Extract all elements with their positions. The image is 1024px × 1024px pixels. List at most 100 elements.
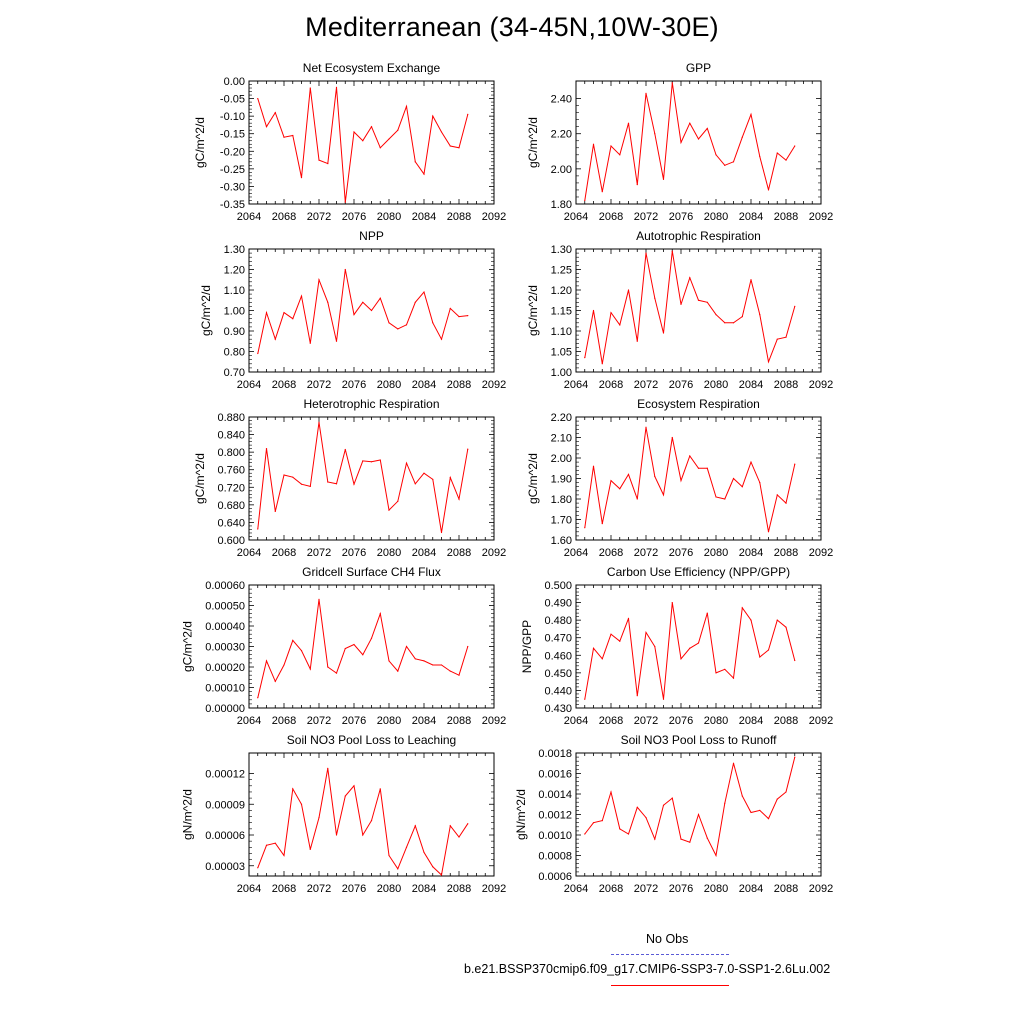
data-point xyxy=(265,126,268,128)
data-point xyxy=(697,138,700,140)
x-tick-label: 2072 xyxy=(307,715,331,727)
y-tick-label: 0.00012 xyxy=(205,769,245,781)
data-point xyxy=(767,649,770,651)
data-point xyxy=(257,697,259,699)
data-point xyxy=(309,87,311,89)
y-tick-label: 1.60 xyxy=(551,535,572,547)
data-point xyxy=(689,122,691,124)
x-tick-label: 2068 xyxy=(599,211,623,223)
y-tick-label: 0.680 xyxy=(217,500,245,512)
data-point xyxy=(370,820,373,822)
data-point xyxy=(292,476,294,478)
y-axis-label: gN/m^2/d xyxy=(181,789,195,840)
data-point xyxy=(689,647,691,649)
chart-panel-2: GPP 2064 2068 2072 2076 2080 2084 2088 2092 1.80 2… xyxy=(526,61,833,223)
data-point xyxy=(636,806,638,808)
data-point xyxy=(680,141,682,144)
chart-panel-7: Gridcell Surface CH4 Flux 2064 2068 2072 207… xyxy=(181,565,507,727)
x-tick-label: 2080 xyxy=(704,547,728,559)
data-point xyxy=(776,152,778,154)
x-tick-label: 2088 xyxy=(447,379,471,391)
x-tick-label: 2064 xyxy=(237,547,261,559)
data-point xyxy=(309,342,311,344)
y-tick-label: 1.70 xyxy=(551,515,572,527)
y-tick-label: 0.00060 xyxy=(205,580,245,592)
data-point xyxy=(645,92,647,94)
data-point xyxy=(440,874,443,876)
data-point xyxy=(292,639,294,641)
data-point xyxy=(405,645,408,648)
data-point xyxy=(432,115,434,117)
data-point xyxy=(467,645,469,648)
data-point xyxy=(300,803,303,805)
data-point xyxy=(327,666,329,668)
data-point xyxy=(750,461,752,463)
data-point xyxy=(458,674,460,676)
data-point xyxy=(741,795,743,797)
plot-frame xyxy=(248,584,495,709)
data-point xyxy=(397,328,399,330)
data-point xyxy=(715,854,717,857)
x-tick-label: 2076 xyxy=(669,547,693,559)
y-tick-label: 0.00 xyxy=(224,76,245,88)
data-point xyxy=(706,612,708,614)
y-tick-label: 0.00000 xyxy=(205,703,245,715)
data-point xyxy=(335,834,338,836)
data-point xyxy=(715,154,717,156)
data-point xyxy=(767,531,770,533)
data-point xyxy=(601,363,603,365)
data-point xyxy=(327,162,329,165)
data-point xyxy=(732,762,735,764)
data-point xyxy=(458,147,460,149)
data-point xyxy=(344,448,346,451)
x-tick-label: 2068 xyxy=(272,715,296,727)
y-tick-label: 2.20 xyxy=(551,129,572,141)
data-point xyxy=(776,619,778,621)
x-tick-label: 2084 xyxy=(412,379,436,391)
data-point xyxy=(767,818,770,820)
data-point xyxy=(283,136,285,138)
data-point xyxy=(353,643,355,646)
data-point xyxy=(370,126,373,128)
data-point xyxy=(423,291,425,293)
data-point xyxy=(423,173,425,175)
data-point xyxy=(689,841,691,843)
x-tick-label: 2088 xyxy=(774,547,798,559)
x-tick-label: 2068 xyxy=(272,547,296,559)
data-point xyxy=(794,305,796,307)
data-point xyxy=(654,838,656,840)
data-point xyxy=(327,301,329,303)
data-point xyxy=(627,833,630,835)
data-point xyxy=(785,159,787,161)
x-tick-label: 2092 xyxy=(809,883,833,895)
x-tick-label: 2088 xyxy=(774,883,798,895)
data-point xyxy=(610,479,612,482)
data-point xyxy=(627,122,630,124)
plot-frame xyxy=(575,80,822,205)
data-point xyxy=(449,477,451,479)
data-point xyxy=(794,659,796,662)
data-point xyxy=(697,467,700,469)
data-point xyxy=(592,647,595,649)
series-line xyxy=(257,599,469,698)
data-point xyxy=(458,316,460,318)
x-tick-label: 2088 xyxy=(447,715,471,727)
data-point xyxy=(741,486,743,488)
data-point xyxy=(671,82,673,84)
x-tick-label: 2080 xyxy=(377,211,401,223)
data-point xyxy=(265,660,268,662)
y-tick-label: 1.30 xyxy=(224,244,245,256)
data-point xyxy=(750,113,752,115)
y-tick-label: 2.10 xyxy=(551,433,572,445)
data-point xyxy=(592,465,595,467)
x-tick-label: 2080 xyxy=(377,379,401,391)
x-tick-label: 2064 xyxy=(564,883,588,895)
x-tick-label: 2088 xyxy=(447,211,471,223)
y-tick-label: 1.30 xyxy=(551,244,572,256)
y-axis-label: gC/m^2/d xyxy=(199,285,213,336)
chart-panel-8: Carbon Use Efficiency (NPP/GPP) 2064 2068 2… xyxy=(520,565,833,727)
y-tick-label: -0.05 xyxy=(220,94,245,106)
data-point xyxy=(292,318,294,320)
plot-frame xyxy=(575,584,822,709)
y-tick-label: 0.0018 xyxy=(538,748,572,760)
